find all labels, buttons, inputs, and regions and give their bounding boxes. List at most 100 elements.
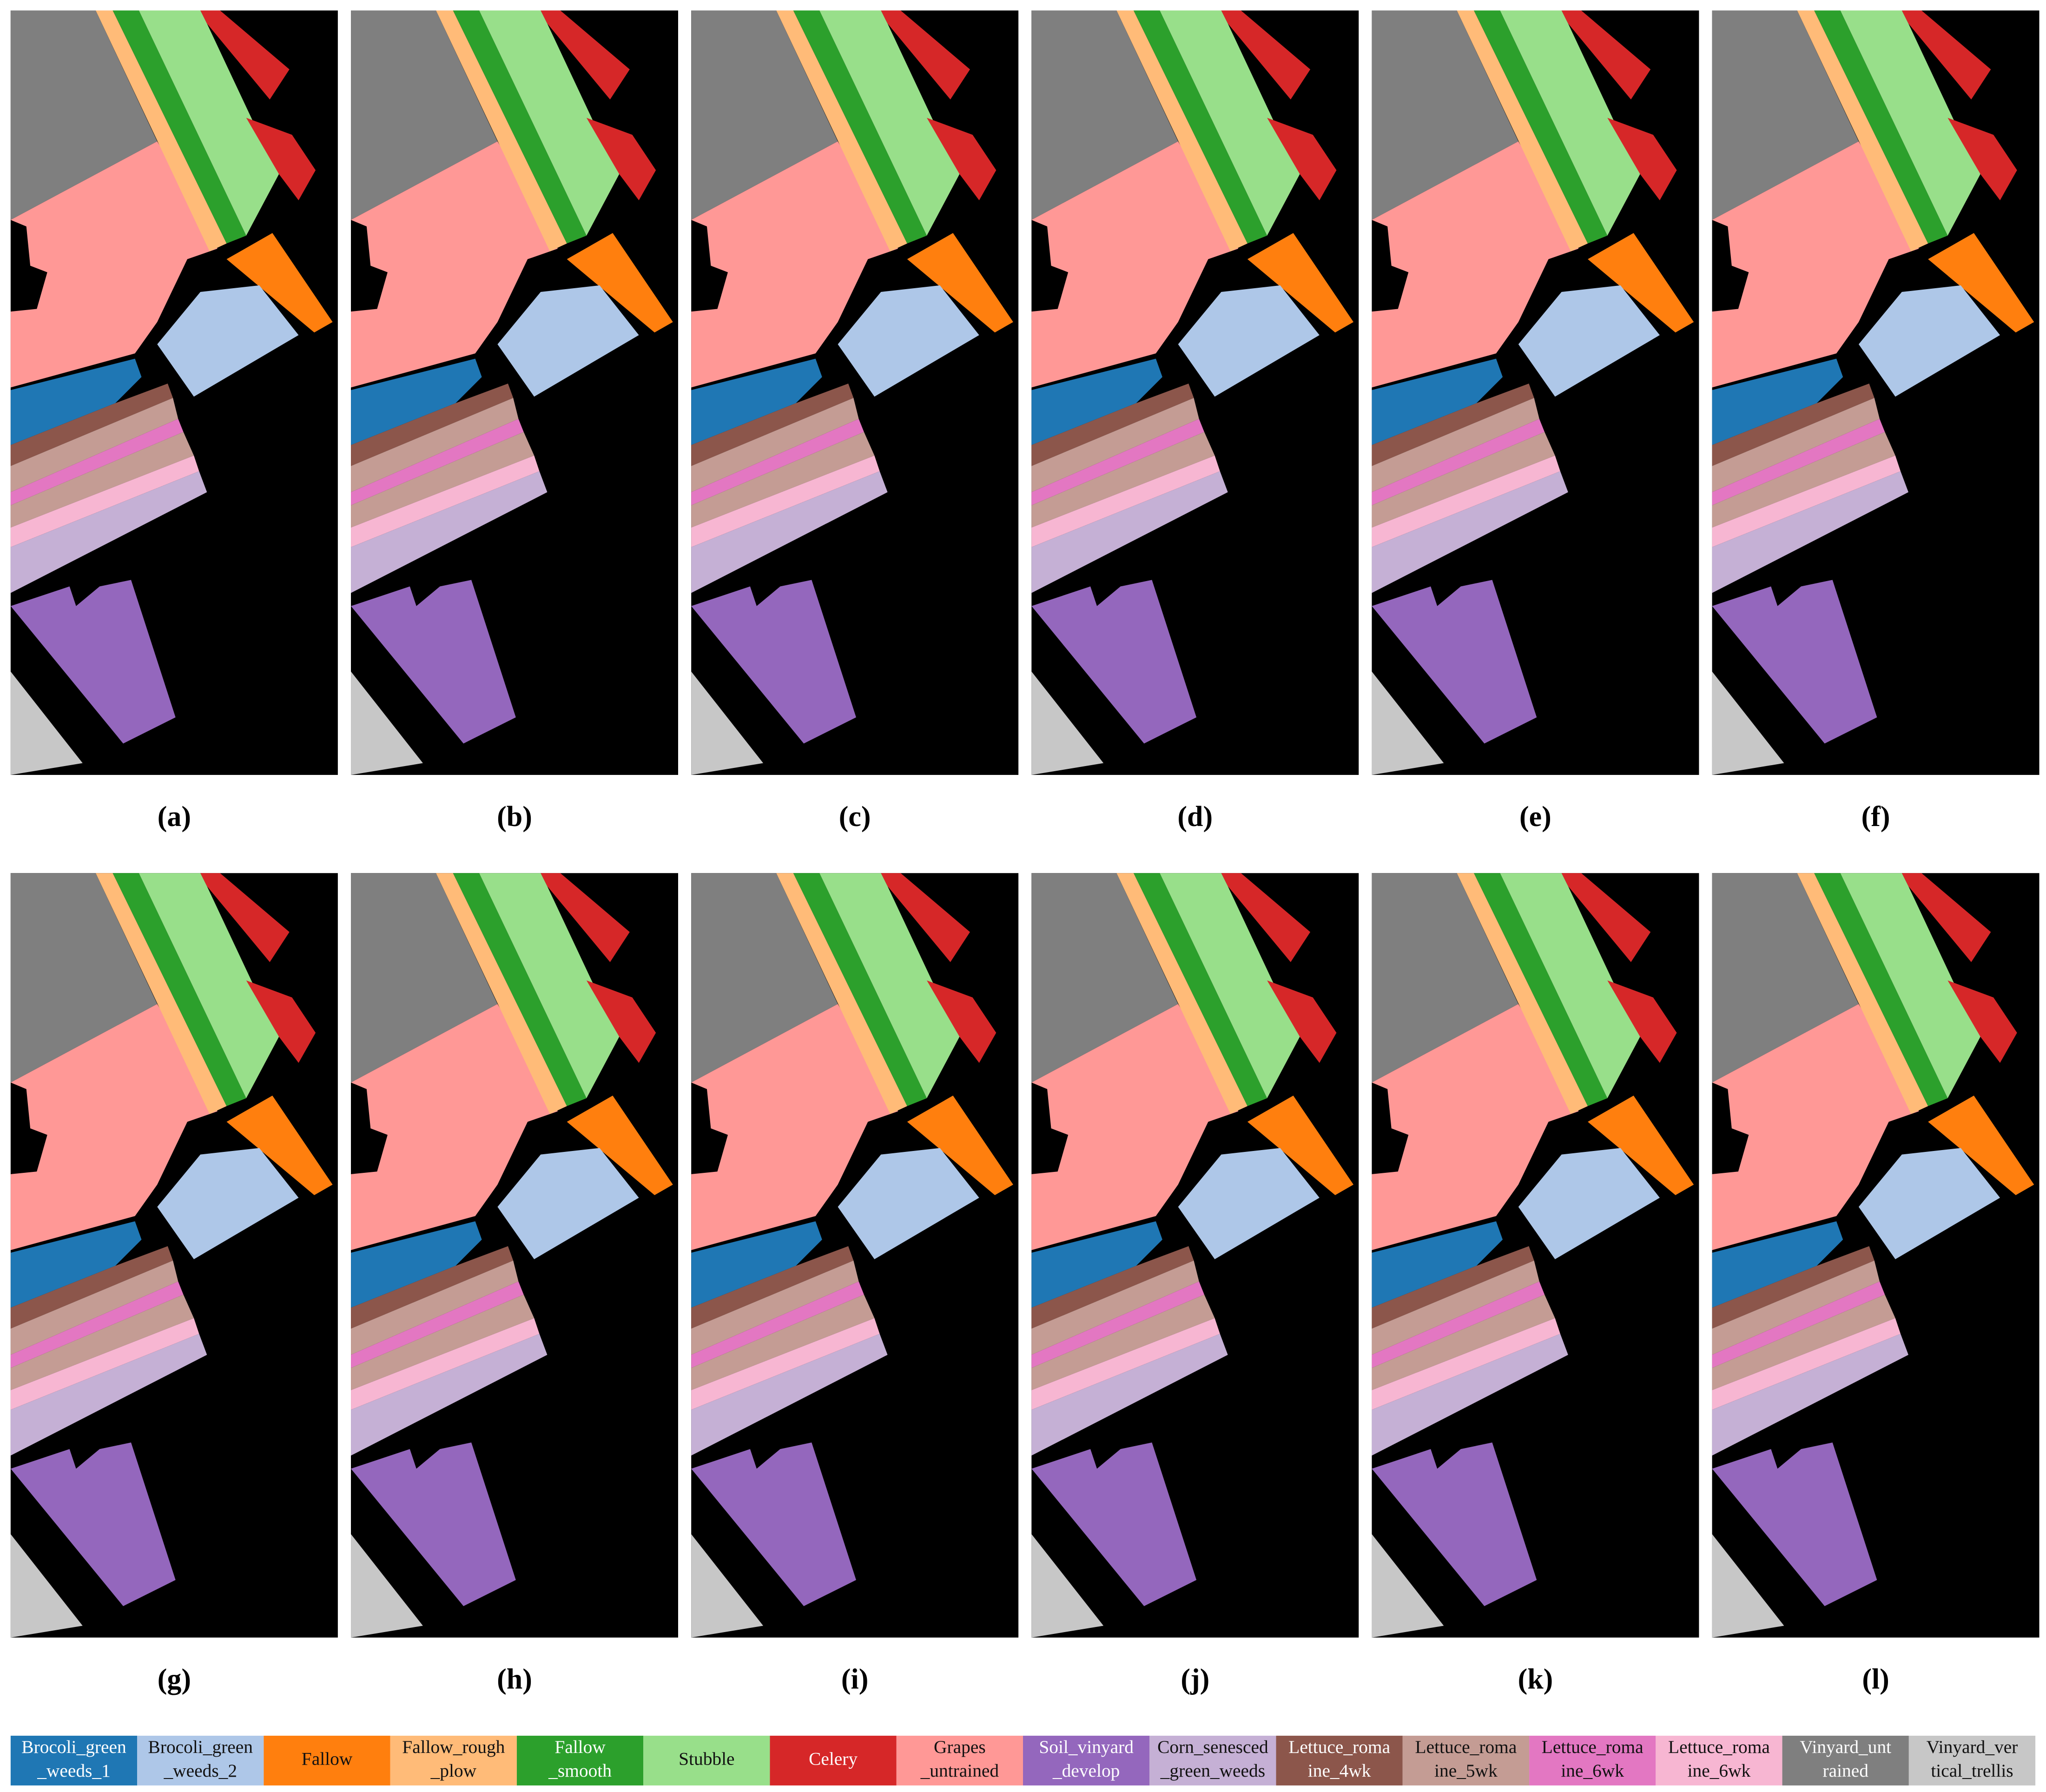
panel-label: (g) [158,1664,191,1695]
class-region [691,1221,822,1308]
legend-label: _untrained [920,1760,999,1781]
legend-swatch [516,1735,644,1785]
class-region [10,1246,173,1329]
class-region [246,118,316,200]
class-region [10,1334,207,1456]
class-region [776,873,907,1114]
legend-swatch [1656,1735,1782,1785]
legend-label: Vinyard_unt [1800,1737,1891,1757]
class-region [1712,1221,1843,1308]
class-region [1031,1294,1215,1390]
class-region [1712,1334,1908,1456]
class-region [1607,980,1677,1063]
class-region [1031,580,1197,744]
class-region [1607,118,1677,200]
class-region [95,873,227,1114]
class-region [1712,398,1880,492]
class-region [691,1281,864,1368]
legend-label: Celery [809,1748,858,1769]
class-region [1901,10,1991,100]
class-region [226,233,333,333]
class-region [567,1095,673,1195]
class-region [95,10,227,251]
class-region [691,398,859,492]
class-region [1267,980,1337,1063]
class-region [1372,455,1560,548]
legend-label: _weeds_1 [37,1760,111,1781]
legend-swatch [896,1735,1023,1785]
class-region [1031,1246,1194,1329]
class-region [10,455,199,548]
legend-label: _develop [1052,1760,1120,1781]
class-region [351,1260,519,1355]
class-region [351,1281,524,1368]
class-region [1031,1260,1199,1355]
legend-swatch [643,1735,770,1785]
legend-label: Lettuce_roma [1415,1737,1517,1757]
classification-map [1712,873,2039,1638]
class-region [10,141,218,388]
class-region [567,233,673,333]
class-region [226,1095,333,1195]
class-region [1221,873,1311,962]
class-region [200,10,290,100]
legend-label: Lettuce_roma [1542,1737,1643,1757]
class-region [1372,1534,1444,1638]
class-region [1928,233,2034,333]
class-region [1947,118,2017,200]
class-region [351,873,498,1083]
classification-map [1031,873,1359,1638]
class-region [10,419,184,505]
class-region [351,384,514,466]
class-region [1372,1246,1534,1329]
class-region [351,141,558,388]
legend-label: _plow [430,1760,477,1781]
class-region [691,141,898,388]
legend-label: Corn_senesced [1157,1737,1268,1757]
classification-map [351,10,679,775]
legend-label: ine_5wk [1434,1760,1498,1781]
class-region [1031,1004,1239,1250]
class-region [1474,873,1608,1106]
class-region [1474,10,1608,244]
class-region [351,1442,516,1607]
class-region [1372,432,1555,528]
class-region [10,671,83,775]
class-region [351,1294,535,1390]
class-region [691,384,854,466]
class-region [157,1148,299,1259]
class-region [1712,432,1895,528]
legend-label: Fallow [554,1737,606,1757]
legend-label: tical_trellis [1931,1760,2013,1781]
class-region [793,873,927,1106]
class-region [691,1294,875,1390]
class-region [436,873,567,1114]
legend-swatch [1149,1735,1276,1785]
class-region [691,432,875,528]
legend-label: Brocoli_green [148,1737,253,1757]
legend-swatch [137,1735,264,1785]
class-region [1031,471,1228,593]
class-region [776,10,907,251]
class-region [1858,285,2000,397]
classification-map [691,873,1019,1638]
class-region [479,10,620,236]
class-region [351,471,548,593]
class-region [1031,384,1194,466]
class-region [351,398,519,492]
class-region [881,10,970,100]
class-region [1116,873,1247,1114]
legend-label: Brocoli_green [21,1737,126,1757]
class-region [1814,873,1948,1106]
legend-swatch [1529,1735,1656,1785]
class-region [10,1318,199,1410]
class-region [1947,980,2017,1063]
class-region [246,980,316,1063]
class-region [1372,471,1568,593]
class-region [1518,285,1660,397]
class-region [497,285,639,397]
classification-map [691,10,1019,775]
class-region [10,1534,83,1638]
class-region [351,10,498,220]
legend-swatch [1908,1735,2036,1785]
